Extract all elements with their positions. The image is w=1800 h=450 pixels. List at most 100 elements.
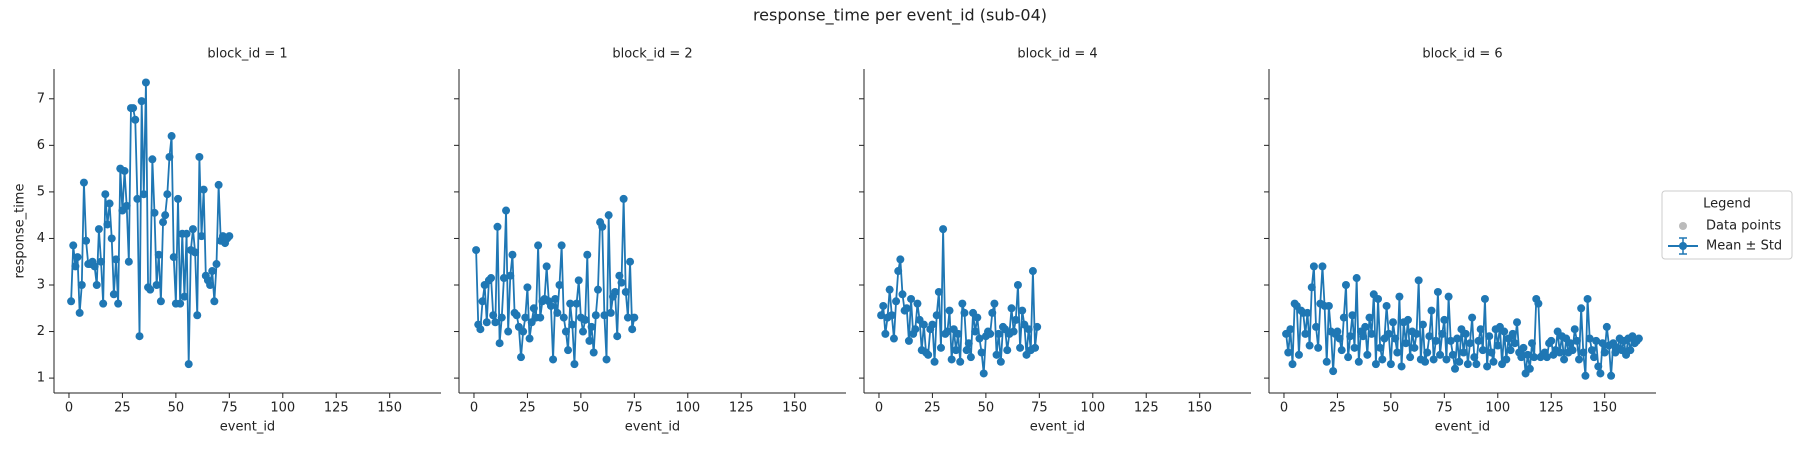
data-point [197,232,206,241]
data-point [534,241,543,250]
data-point [1470,353,1479,362]
data-point [604,211,613,220]
data-point [517,353,526,362]
data-point [570,360,579,369]
x-tick-label: 125 [1539,401,1564,416]
data-point [182,229,191,238]
data-point [1307,283,1316,292]
data-point [1397,362,1406,371]
data-point [90,262,99,271]
x-tick-label: 25 [519,401,536,416]
legend-marker [1679,222,1687,230]
x-tick-label: 75 [1031,401,1048,416]
data-point [1463,360,1472,369]
x-tick-label: 125 [324,401,349,416]
data-point [1508,329,1517,338]
data-point [1395,292,1404,301]
data-point [1322,357,1331,366]
data-point [1534,299,1543,308]
data-point [497,313,506,322]
data-point [930,357,939,366]
data-point [1367,329,1376,338]
data-point [193,311,202,320]
x-tick-label: 150 [782,401,807,416]
data-point [1363,350,1372,359]
data-point [1339,313,1348,322]
data-point [546,301,555,310]
data-point [1474,336,1483,345]
data-point [898,290,907,299]
data-point [896,255,905,264]
data-point [542,262,551,271]
data-point [1431,336,1440,345]
data-point [939,225,948,234]
data-point [1572,336,1581,345]
data-point [139,190,148,199]
data-point [1555,348,1564,357]
data-point [156,297,165,306]
panel: block_id = 4 0 25 50 75 100 125 150 event_id [859,47,1251,435]
data-point [1401,339,1410,348]
data-point [529,304,538,313]
data-point [112,255,121,264]
data-point [907,294,916,303]
data-point [881,329,890,338]
data-point [1382,301,1391,310]
data-point [1510,339,1519,348]
data-point [1575,355,1584,364]
data-point [1031,343,1040,352]
panel: block_id = 2 0 25 50 75 100 125 150 event_id [454,47,846,435]
data-point [1489,357,1498,366]
x-tick-label: 150 [1592,401,1617,416]
data-point [1414,276,1423,285]
data-point [174,194,183,203]
data-point [1371,360,1380,369]
data-point [904,336,913,345]
data-point [206,281,215,289]
data-point [1305,341,1314,350]
x-tick-label: 150 [377,401,402,416]
data-point [1350,343,1359,352]
data-point [551,294,560,303]
data-point [1009,327,1018,336]
data-point [913,299,922,308]
data-point [67,297,76,306]
data-point [1442,355,1451,364]
data-point [1583,294,1592,303]
data-point [1453,334,1462,343]
data-point [1376,343,1385,352]
data-point [962,346,971,355]
data-point [1436,350,1445,359]
y-tick-label: 6 [37,138,45,153]
data-point [124,257,133,266]
data-point [1335,334,1344,343]
data-point [1483,362,1492,371]
panel-title: block_id = 4 [1017,47,1097,62]
data-point [1337,346,1346,355]
data-point [591,311,600,320]
data-point [1598,339,1607,348]
data-point [188,225,197,234]
data-point [506,271,515,280]
x-tick-label: 0 [65,401,73,416]
data-point [1016,343,1025,352]
legend-label: Mean ± Std [1706,239,1782,254]
data-point [167,132,176,141]
data-point [1577,304,1586,313]
data-point [1391,334,1400,343]
x-axis-label: event_id [625,420,680,435]
data-point [1502,355,1511,364]
data-point [105,199,114,208]
data-point [1284,348,1293,357]
data-point [519,327,528,336]
legend: Legend Data points Mean ± Std [1661,190,1793,260]
data-point [137,97,146,106]
data-point [1406,353,1415,362]
data-point [75,308,84,317]
data-point [1448,350,1457,359]
data-point [1461,329,1470,338]
data-point [1423,348,1432,357]
data-point [1333,327,1342,336]
y-axis-label: response_time [13,184,28,279]
data-point [1517,353,1526,362]
